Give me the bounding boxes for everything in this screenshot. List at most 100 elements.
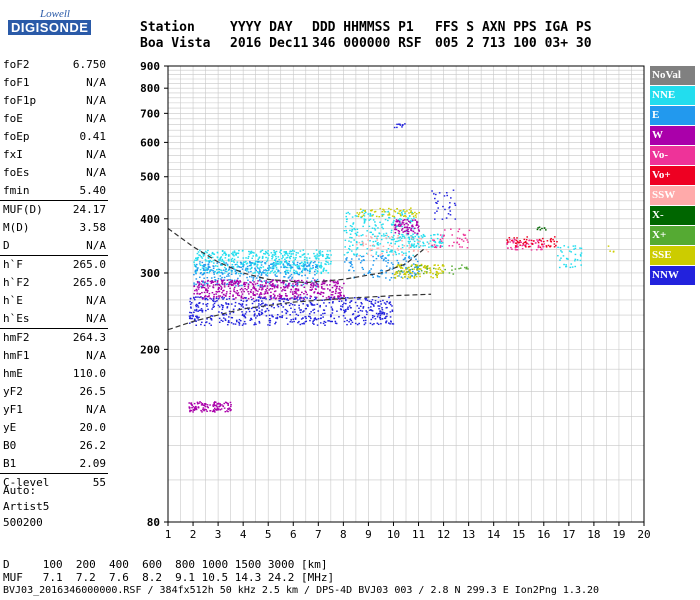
param-row: h`F 265.0 (0, 255, 108, 274)
echo-point-e (242, 273, 245, 276)
echo-point-vo- (537, 245, 540, 248)
echo-point-vo- (468, 229, 471, 232)
echo-point-nne (428, 246, 430, 248)
echo-point-nne (317, 261, 320, 264)
echo-point-nne (299, 250, 302, 252)
echo-point-nne (371, 245, 374, 247)
echo-point-w (198, 282, 201, 284)
echo-point-w (250, 296, 252, 298)
echo-point-nne (356, 253, 359, 255)
echo-point-w (401, 223, 403, 225)
echo-point-w (414, 227, 416, 230)
echo-point-nne (295, 251, 298, 254)
echo-point-w (213, 402, 216, 405)
echo-point-nne (240, 263, 242, 265)
echo-point-nne (237, 265, 239, 267)
echo-point-w (251, 283, 254, 285)
echo-point-nnw (365, 310, 367, 312)
echo-point-e (385, 260, 387, 262)
echo-point-nnw (376, 316, 379, 318)
echo-point-w (217, 403, 220, 405)
echo-point-w (222, 293, 225, 296)
echo-point-x- (545, 229, 547, 231)
echo-point-w (393, 224, 396, 227)
echo-point-nne (565, 257, 568, 260)
echo-point-sse (413, 277, 416, 279)
param-value: 6.750 (72, 58, 106, 71)
echo-point-nne (232, 253, 235, 255)
muf-row: MUF 7.1 7.2 7.6 8.2 9.1 10.5 14.3 24.2 [… (3, 571, 335, 584)
echo-point-w (343, 282, 345, 285)
echo-point-nne (362, 225, 364, 228)
echo-point-nnw (272, 316, 274, 318)
echo-point-e (411, 274, 413, 277)
echo-point-w (201, 411, 203, 413)
echo-point-w (300, 284, 303, 286)
echo-point-nne (273, 263, 275, 266)
echo-point-nnw (371, 314, 374, 317)
echo-point-nne (371, 249, 373, 252)
echo-point-vo+ (522, 243, 524, 245)
echo-point-nne (580, 255, 582, 257)
legend-item: X- (650, 206, 695, 225)
echo-point-w (327, 288, 329, 290)
echo-point-e (223, 276, 226, 279)
echo-point-nne (344, 239, 347, 241)
echo-point-nne (292, 261, 294, 263)
echo-point-w (277, 295, 279, 297)
echo-point-nne (360, 244, 362, 246)
echo-point-nnw (350, 300, 353, 302)
echo-point-e (377, 275, 379, 278)
echo-point-nnw (249, 319, 251, 321)
echo-point-nnw (354, 301, 357, 304)
echo-point-nne (221, 258, 224, 261)
echo-point-w (215, 404, 217, 407)
echo-point-sse (419, 273, 421, 275)
echo-point-nnw (370, 302, 373, 305)
echo-point-vo+ (541, 243, 543, 246)
echo-point-nne (438, 241, 441, 244)
echo-point-ssw (375, 235, 377, 238)
echo-point-nnw (399, 123, 401, 125)
echo-point-x+ (451, 265, 453, 267)
echo-point-nnw (385, 320, 388, 322)
echo-point-nne (369, 231, 372, 234)
echo-point-nne (377, 227, 379, 229)
echo-point-e (254, 269, 257, 271)
echo-point-nnw (211, 308, 213, 310)
echo-point-w (189, 410, 191, 413)
echo-point-e (351, 266, 354, 269)
echo-point-nne (246, 268, 249, 271)
echo-point-nne (213, 262, 215, 264)
echo-point-w (235, 297, 237, 299)
echo-point-nnw (281, 316, 283, 319)
echo-point-nne (395, 253, 398, 256)
echo-point-nnw (238, 321, 240, 324)
echo-point-sse (435, 272, 438, 274)
echo-point-e (252, 279, 254, 282)
echo-point-sse (379, 207, 382, 210)
echo-point-w (209, 297, 211, 299)
echo-point-nnw (436, 210, 438, 212)
echo-point-nne (363, 221, 366, 223)
param-name: yF1 (3, 403, 23, 416)
echo-point-e (267, 281, 269, 284)
echo-point-nnw (378, 308, 380, 310)
echo-point-nne (232, 266, 235, 268)
echo-point-nnw (383, 302, 386, 304)
echo-point-vo- (516, 246, 518, 248)
echo-point-nne (318, 255, 321, 257)
echo-point-w (262, 286, 265, 288)
echo-point-nne (303, 253, 306, 255)
echo-point-e (254, 267, 256, 269)
echo-point-w (240, 297, 243, 299)
echo-point-x+ (415, 266, 418, 268)
echo-point-ssw (365, 235, 368, 237)
echo-point-nne (355, 253, 358, 256)
echo-point-w (276, 281, 279, 283)
echo-point-nne (257, 258, 260, 261)
echo-point-nne (361, 243, 364, 246)
echo-point-w (418, 230, 421, 232)
echo-point-e (220, 271, 223, 274)
echo-point-nne (409, 240, 411, 243)
